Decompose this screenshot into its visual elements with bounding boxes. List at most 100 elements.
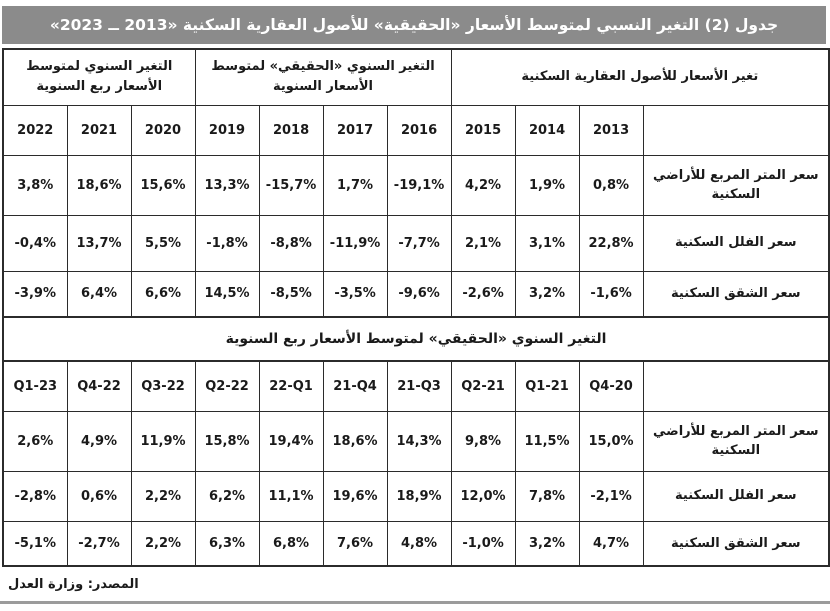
value-cell: 1,9% <box>514 154 580 216</box>
value-cell: 2,2% <box>130 470 196 522</box>
year-header-cell: 2017 <box>322 104 388 156</box>
value-cell: 14,5% <box>194 270 260 318</box>
row-label: سعر المتر المربع للأراضي السكنية <box>642 154 830 216</box>
value-cell: -2,8% <box>2 470 68 522</box>
year-header-cell: 2018 <box>258 104 324 156</box>
value-cell: -15,7% <box>258 154 324 216</box>
year-header-cell: 2015 <box>450 104 516 156</box>
year-header-cell: 2019 <box>194 104 260 156</box>
value-cell: 6,6% <box>130 270 196 318</box>
group-header-annual-real-change: التغير السنوي «الحقيقي» لمتوسط الأسعار ا… <box>194 48 452 106</box>
value-cell: -5,1% <box>2 520 68 567</box>
quarter-header-cell: Q4-20 <box>578 360 644 412</box>
value-cell: 5,5% <box>130 214 196 272</box>
value-cell: -8,8% <box>258 214 324 272</box>
group-header-price-change: تغير الأسعار للأصول العقارية السكنية <box>450 48 830 106</box>
year-header-cell: 2020 <box>130 104 196 156</box>
bottom-divider <box>0 601 830 604</box>
year-header-cell: 2016 <box>386 104 452 156</box>
value-cell: -3,5% <box>322 270 388 318</box>
row-label: سعر الشقق السكنية <box>642 270 830 318</box>
value-cell: 14,3% <box>386 410 452 472</box>
table-row-land-quarterly: سعر المتر المربع للأراضي السكنية 15,0% 1… <box>2 410 830 472</box>
value-cell: 1,7% <box>322 154 388 216</box>
year-header-cell: 2021 <box>66 104 132 156</box>
value-cell: -11,9% <box>322 214 388 272</box>
table-row-villas-annual: سعر الفلل السكنية 22,8% 3,1% 2,1% -7,7% … <box>2 214 830 272</box>
year-header-row: 2013 2014 2015 2016 2017 2018 2019 2020 … <box>2 104 830 156</box>
corner-cell <box>642 104 830 156</box>
value-cell: 4,9% <box>66 410 132 472</box>
value-cell: -2,1% <box>578 470 644 522</box>
real-estate-price-change-table: تغير الأسعار للأصول العقارية السكنية الت… <box>2 48 830 567</box>
quarter-header-cell: 21-Q3 <box>386 360 452 412</box>
table-row-apartments-annual: سعر الشقق السكنية -1,6% 3,2% -2,6% -9,6%… <box>2 270 830 318</box>
value-cell: 15,0% <box>578 410 644 472</box>
group-header-row: تغير الأسعار للأصول العقارية السكنية الت… <box>2 48 830 106</box>
row-label: سعر المتر المربع للأراضي السكنية <box>642 410 830 472</box>
value-cell: 4,7% <box>578 520 644 567</box>
value-cell: 18,6% <box>322 410 388 472</box>
value-cell: 6,4% <box>66 270 132 318</box>
value-cell: 13,7% <box>66 214 132 272</box>
value-cell: 3,2% <box>514 270 580 318</box>
year-header-cell: 2013 <box>578 104 644 156</box>
value-cell: 18,6% <box>66 154 132 216</box>
year-header-cell: 2022 <box>2 104 68 156</box>
value-cell: -9,6% <box>386 270 452 318</box>
value-cell: 11,1% <box>258 470 324 522</box>
value-cell: 4,2% <box>450 154 516 216</box>
quarter-header-cell: Q1-21 <box>514 360 580 412</box>
value-cell: 9,8% <box>450 410 516 472</box>
value-cell: 0,8% <box>578 154 644 216</box>
quarter-header-row: Q4-20 Q1-21 Q2-21 21-Q3 21-Q4 22-Q1 Q2-2… <box>2 360 830 412</box>
value-cell: 4,8% <box>386 520 452 567</box>
value-cell: 6,8% <box>258 520 324 567</box>
value-cell: -1,8% <box>194 214 260 272</box>
value-cell: 3,8% <box>2 154 68 216</box>
row-label: سعر الشقق السكنية <box>642 520 830 567</box>
value-cell: 0,6% <box>66 470 132 522</box>
value-cell: 22,8% <box>578 214 644 272</box>
value-cell: -7,7% <box>386 214 452 272</box>
table-row-apartments-quarterly: سعر الشقق السكنية 4,7% 3,2% -1,0% 4,8% 7… <box>2 520 830 567</box>
value-cell: 11,9% <box>130 410 196 472</box>
value-cell: -1,6% <box>578 270 644 318</box>
value-cell: 7,8% <box>514 470 580 522</box>
value-cell: -0,4% <box>2 214 68 272</box>
quarter-header-cell: Q4-22 <box>66 360 132 412</box>
value-cell: -19,1% <box>386 154 452 216</box>
quarterly-section-header-row: التغير السنوي «الحقيقي» لمتوسط الأسعار ر… <box>2 316 830 362</box>
value-cell: 18,9% <box>386 470 452 522</box>
table-row-land-annual: سعر المتر المربع للأراضي السكنية 0,8% 1,… <box>2 154 830 216</box>
value-cell: 3,2% <box>514 520 580 567</box>
row-label: سعر الفلل السكنية <box>642 470 830 522</box>
value-cell: 3,1% <box>514 214 580 272</box>
row-label: سعر الفلل السكنية <box>642 214 830 272</box>
quarter-header-cell: 21-Q4 <box>322 360 388 412</box>
value-cell: 6,3% <box>194 520 260 567</box>
value-cell: 15,6% <box>130 154 196 216</box>
value-cell: -2,6% <box>450 270 516 318</box>
value-cell: 7,6% <box>322 520 388 567</box>
value-cell: 13,3% <box>194 154 260 216</box>
value-cell: -3,9% <box>2 270 68 318</box>
table-title: جدول (2) التغير النسبي لمتوسط الأسعار «ا… <box>2 6 826 44</box>
value-cell: -1,0% <box>450 520 516 567</box>
year-header-cell: 2014 <box>514 104 580 156</box>
group-header-quarterly-avg-change: التغير السنوي لمتوسط الأسعار ربع السنوية <box>2 48 196 106</box>
quarter-header-cell: Q1-23 <box>2 360 68 412</box>
table-row-villas-quarterly: سعر الفلل السكنية -2,1% 7,8% 12,0% 18,9%… <box>2 470 830 522</box>
value-cell: 2,1% <box>450 214 516 272</box>
quarterly-section-title: التغير السنوي «الحقيقي» لمتوسط الأسعار ر… <box>2 316 830 362</box>
value-cell: 6,2% <box>194 470 260 522</box>
value-cell: 12,0% <box>450 470 516 522</box>
value-cell: 19,6% <box>322 470 388 522</box>
value-cell: 15,8% <box>194 410 260 472</box>
quarter-header-cell: Q2-22 <box>194 360 260 412</box>
quarter-header-cell: Q2-21 <box>450 360 516 412</box>
value-cell: 11,5% <box>514 410 580 472</box>
quarter-header-cell: 22-Q1 <box>258 360 324 412</box>
source-note: المصدر: وزارة العدل <box>8 577 139 592</box>
value-cell: 2,6% <box>2 410 68 472</box>
